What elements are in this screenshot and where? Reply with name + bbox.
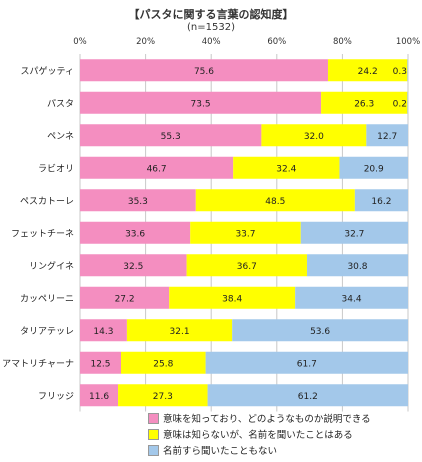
bar-segment: [190, 221, 301, 244]
data-label: 55.3: [161, 132, 181, 142]
bar-segment: [186, 254, 307, 277]
legend-swatch: [148, 412, 159, 424]
category-label: フリッジ: [38, 392, 74, 402]
data-label: 32.0: [304, 132, 324, 142]
bar-segment: [306, 254, 408, 277]
legend-item: 意味を知っており、どのようなものか説明できる: [148, 410, 371, 426]
bar-segment: [80, 124, 262, 147]
data-label: 27.3: [153, 392, 173, 402]
bar-segment: [80, 351, 121, 374]
bar-segment: [339, 156, 408, 179]
bar-segment: [80, 189, 196, 212]
legend-swatch: [148, 428, 159, 440]
data-label: 36.7: [237, 262, 257, 272]
data-label: 12.7: [377, 132, 397, 142]
data-label: 32.5: [123, 262, 143, 272]
bar-segment: [169, 286, 296, 309]
category-label: パスタ: [47, 98, 74, 109]
bar-segment: [232, 319, 408, 342]
data-label: 73.5: [191, 99, 211, 109]
bar-segment: [80, 286, 170, 309]
data-label: 25.8: [153, 359, 173, 369]
bar-segment: [366, 124, 408, 147]
legend-label: 意味は知らないが、名前を聞いたことはある: [163, 430, 353, 441]
bar-segment: [80, 59, 328, 82]
legend-item: 名前すら聞いたこともない: [148, 442, 371, 458]
bar-segment: [195, 189, 355, 212]
category-label: ラビオリ: [38, 163, 74, 174]
bar-segment: [261, 124, 367, 147]
x-tick-label: 0%: [73, 37, 87, 47]
chart-subtitle: (n=1532): [187, 22, 235, 33]
bar-segment: [354, 189, 408, 212]
data-label: 11.6: [89, 392, 109, 402]
category-label: ペスカトーレ: [20, 196, 74, 207]
legend-swatch: [148, 444, 159, 456]
bar-segment: [80, 91, 322, 114]
bar-segment: [80, 156, 234, 179]
data-label: 32.1: [170, 327, 190, 337]
bar-segment: [80, 254, 187, 277]
x-tick-label: 80%: [333, 37, 352, 47]
data-label: 14.3: [93, 327, 113, 337]
bar-segment: [80, 319, 127, 342]
bar-segment: [295, 286, 408, 309]
bar-segment: [121, 351, 206, 374]
data-label: 48.5: [265, 197, 285, 207]
category-label: ペンネ: [47, 131, 74, 142]
category-label: スパゲッティ: [21, 65, 74, 77]
data-label: 16.2: [371, 197, 391, 207]
data-label: 34.4: [342, 294, 362, 304]
chart-title: 【パスタに関する言葉の認知度】: [128, 8, 294, 21]
legend-label: 意味を知っており、どのようなものか説明できる: [163, 414, 371, 425]
data-label: 30.8: [347, 262, 367, 272]
bar-segment: [327, 59, 408, 82]
category-label: リングイネ: [29, 260, 74, 272]
category-label: アマトリチャーナ: [2, 358, 74, 369]
data-label: 61.7: [297, 359, 317, 369]
data-label: 0.2: [393, 99, 407, 109]
data-label: 24.2: [358, 67, 378, 77]
bar-segment: [321, 91, 408, 114]
bar-segment: [80, 384, 119, 407]
bar-segment: [407, 91, 408, 114]
category-label: カッペリーニ: [20, 293, 74, 304]
bar-segment: [407, 59, 408, 82]
category-label: タリアテッレ: [20, 326, 74, 337]
data-label: 33.7: [235, 229, 255, 239]
data-label: 26.3: [354, 99, 374, 109]
data-label: 20.9: [364, 164, 384, 174]
data-label: 27.2: [115, 294, 135, 304]
bar-segment: [233, 156, 340, 179]
legend-item: 意味は知らないが、名前を聞いたことはある: [148, 426, 371, 442]
data-label: 38.4: [222, 294, 242, 304]
data-label: 32.4: [276, 164, 296, 174]
bar-segment: [205, 351, 408, 374]
data-label: 35.3: [128, 197, 148, 207]
bar-segment: [300, 221, 408, 244]
bar-segment: [207, 384, 408, 407]
data-label: 61.2: [298, 392, 318, 402]
bar-segment: [118, 384, 208, 407]
data-label: 75.6: [194, 67, 214, 77]
bar-segment: [126, 319, 233, 342]
x-tick-label: 40%: [202, 37, 221, 47]
legend-label: 名前すら聞いたこともない: [163, 446, 278, 457]
data-label: 33.6: [125, 229, 145, 239]
data-label: 53.6: [310, 327, 330, 337]
data-label: 32.7: [344, 229, 364, 239]
x-tick-label: 20%: [136, 37, 155, 47]
data-label: 12.5: [90, 359, 110, 369]
data-label: 0.3: [393, 67, 407, 77]
x-tick-label: 100%: [396, 37, 420, 47]
legend: 意味を知っており、どのようなものか説明できる 意味は知らないが、名前を聞いたことは…: [148, 410, 371, 458]
data-label: 46.7: [147, 164, 167, 174]
category-label: フェットチーネ: [11, 228, 74, 239]
x-tick-label: 60%: [267, 37, 286, 47]
bar-segment: [80, 221, 191, 244]
